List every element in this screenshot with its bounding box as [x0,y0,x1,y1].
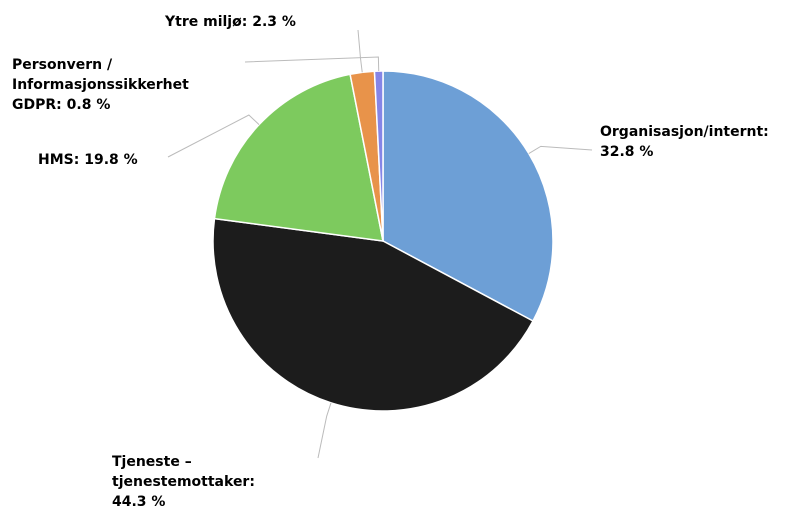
connector-line [528,145,593,154]
label-value: 19.8 % [84,152,138,168]
data-label: Ytre miljø: 2.3 % [165,12,415,32]
connector-line [244,56,380,72]
label-value: 44.3 % [112,494,166,510]
label-separator: : [763,124,769,140]
connector-line [167,114,260,158]
label-name: Personvern / Informasjonssikkerhet GDPR [12,57,189,113]
label-separator: : [241,14,253,30]
label-value: 0.8 % [66,97,111,113]
label-separator: : [56,97,67,113]
label-name: Ytre miljø [165,14,242,30]
pie-slice [213,73,384,242]
label-value: 2.3 % [252,14,296,30]
label-value: 32.8 % [600,144,654,160]
data-label: Organisasjon/internt: 32.8 % [600,122,805,162]
label-separator: : [73,152,85,168]
data-label: HMS: 19.8 % [38,150,178,170]
pie-slice [382,70,554,323]
data-label: Tjeneste – tjenestemottaker: 44.3 % [112,452,272,512]
connector-line [357,29,363,73]
label-separator: : [249,474,255,490]
label-name: Tjeneste – tjenestemottaker [112,454,250,490]
connector-line [317,402,332,459]
label-name: HMS [38,152,74,168]
label-name: Organisasjon/internt [600,124,764,140]
data-label: Personvern / Informasjonssikkerhet GDPR:… [12,55,242,115]
